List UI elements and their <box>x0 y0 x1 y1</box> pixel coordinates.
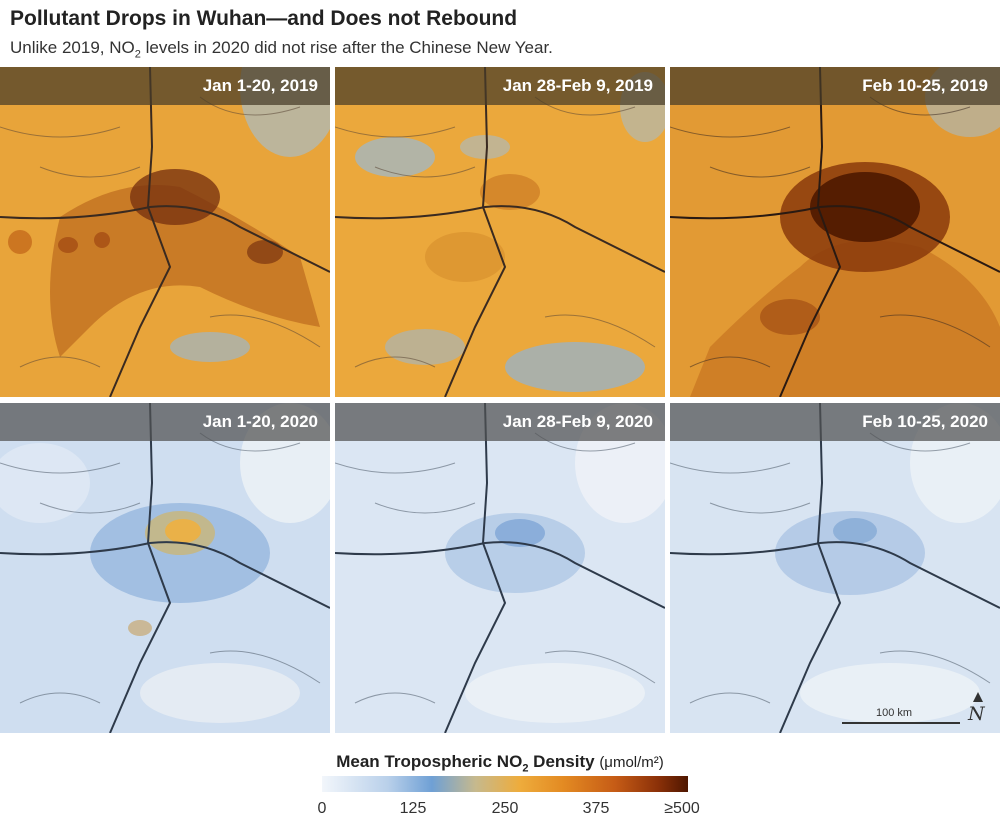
map-subtitle: Unlike 2019, NO2 levels in 2020 did not … <box>10 38 553 61</box>
panel-label-bar: Jan 28-Feb 9, 2020 <box>335 403 665 441</box>
panel-label-bar: Jan 28-Feb 9, 2019 <box>335 67 665 105</box>
map-title: Pollutant Drops in Wuhan—and Does not Re… <box>10 7 518 30</box>
north-arrow-head <box>973 692 983 702</box>
map-panel-jan28-feb9-2020: Jan 28-Feb 9, 2020 <box>335 403 665 733</box>
scale-bar-label: 100 km <box>876 707 913 719</box>
legend-colorbar <box>322 776 688 792</box>
panel-date-label: Feb 10-25, 2019 <box>862 76 988 95</box>
panel-label-bar: Feb 10-25, 2019 <box>670 67 1000 105</box>
map-panel-jan1-20-2020: Jan 1-20, 2020 <box>0 403 330 733</box>
legend-tick: ≥500 <box>664 800 700 817</box>
panel-date-label: Jan 28-Feb 9, 2020 <box>502 412 653 431</box>
legend-title: Mean Tropospheric NO2 Density (μmol/m²) <box>336 752 664 775</box>
panel-label-bar: Jan 1-20, 2019 <box>0 67 330 105</box>
panel-label-bar: Jan 1-20, 2020 <box>0 403 330 441</box>
panel-date-label: Jan 28-Feb 9, 2019 <box>502 76 653 95</box>
legend-unit: (μmol/m²) <box>599 754 664 771</box>
panel-date-label: Jan 1-20, 2020 <box>202 412 318 431</box>
no2-map <box>0 67 330 397</box>
panel-date-label: Feb 10-25, 2020 <box>862 412 988 431</box>
no2-map <box>335 67 665 397</box>
scale-bar-line <box>842 722 960 724</box>
map-panel-jan28-feb9-2019: Jan 28-Feb 9, 2019 <box>335 67 665 397</box>
map-panel-feb10-25-2020: Feb 10-25, 2020 <box>670 403 1000 733</box>
no2-map <box>670 67 1000 397</box>
legend-tick: 125 <box>399 800 427 817</box>
panel-label-bar: Feb 10-25, 2020 <box>670 403 1000 441</box>
north-label: N <box>968 703 985 725</box>
no2-map <box>335 403 665 733</box>
legend-tick: 0 <box>317 800 327 817</box>
map-panel-jan1-20-2019: Jan 1-20, 2019 <box>0 67 330 397</box>
no2-map <box>0 403 330 733</box>
no2-map <box>670 403 1000 733</box>
north-arrow-icon: N <box>966 692 992 732</box>
scale-bar: 100 km <box>840 705 960 735</box>
legend-tick: 375 <box>582 800 610 817</box>
panel-date-label: Jan 1-20, 2019 <box>202 76 318 95</box>
map-panel-feb10-25-2019: Feb 10-25, 2019 <box>670 67 1000 397</box>
legend-tick: 250 <box>491 800 519 817</box>
